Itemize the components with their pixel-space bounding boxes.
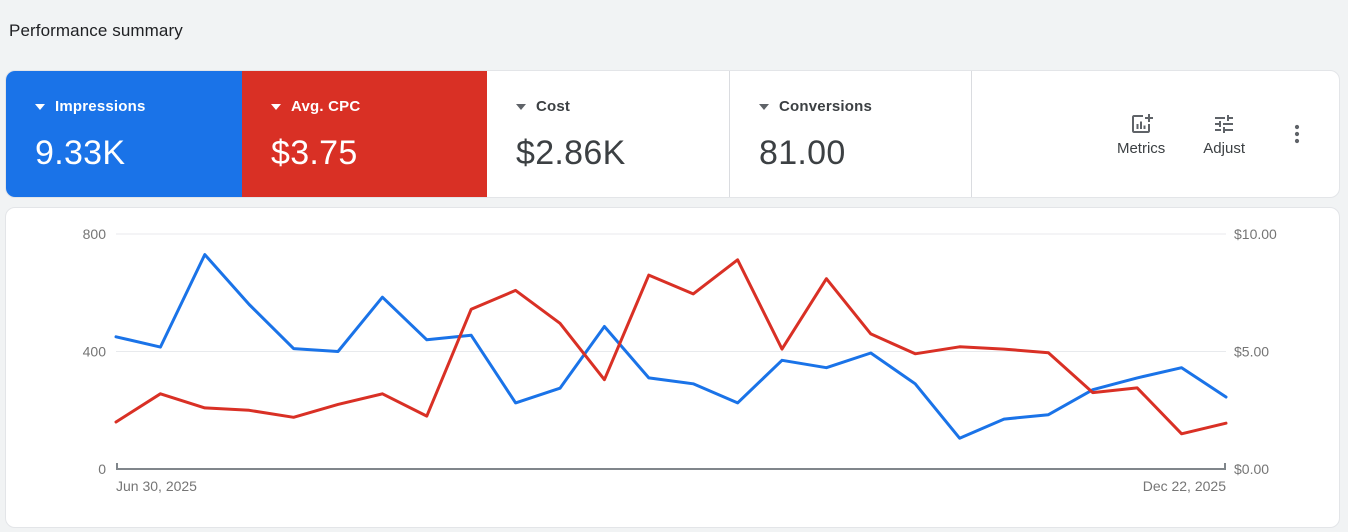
scorecard-value: $2.86K [516,134,626,172]
chevron-down-icon [271,104,281,110]
x-axis-end-label: Dec 22, 2025 [1143,478,1226,494]
scorecard-label: Avg. CPC [291,98,361,115]
kebab-menu-icon [1294,124,1300,144]
scorecard-value: 9.33K [35,134,126,172]
scorecard-cost[interactable]: Cost $2.86K [487,71,730,197]
adjust-button-label: Adjust [1203,139,1245,157]
chevron-down-icon [35,104,45,110]
x-axis-start-label: Jun 30, 2025 [116,478,197,494]
right-axis-tick-label: $0.00 [1234,461,1269,477]
series-line-impressions[interactable] [114,253,1228,440]
right-axis-tick-label: $5.00 [1234,344,1269,360]
more-options-button[interactable] [1277,114,1317,154]
metrics-button[interactable]: Metrics [1111,108,1171,161]
left-axis-tick-label: 400 [83,344,107,360]
adjust-button[interactable]: Adjust [1197,108,1251,161]
scorecard-impressions[interactable]: Impressions 9.33K [6,71,242,197]
add-chart-icon [1132,113,1154,133]
left-axis-tick-label: 800 [83,226,107,242]
tune-icon [1215,114,1234,133]
chevron-down-icon [516,104,526,110]
chart-toolbar: Metrics Adjust [972,71,1339,197]
performance-chart-svg: 0 400 800 $0.00 $5.00 $10.00 Jun 30, 2025 Dec 2… [83,226,1277,494]
scorecard-label: Conversions [779,98,873,115]
right-axis-tick-label: $10.00 [1234,226,1277,242]
chevron-down-icon [759,104,769,110]
series-line-avg-cpc[interactable] [114,258,1228,436]
page-title: Performance summary [9,21,183,40]
scorecard-avg-cpc[interactable]: Avg. CPC $3.75 [242,71,487,197]
scorecard-label: Cost [536,98,571,115]
scorecard-label: Impressions [55,98,146,115]
scorecard-row: Impressions 9.33K Avg. CPC $3.75 Cost $2… [5,70,1340,198]
performance-chart[interactable]: 0 400 800 $0.00 $5.00 $10.00 Jun 30, 2025 Dec 2… [5,207,1340,528]
scorecard-value: 81.00 [759,134,846,172]
scorecard-value: $3.75 [271,134,358,172]
left-axis-tick-label: 0 [98,461,106,477]
metrics-button-label: Metrics [1116,139,1166,157]
scorecard-conversions[interactable]: Conversions 81.00 [730,71,972,197]
